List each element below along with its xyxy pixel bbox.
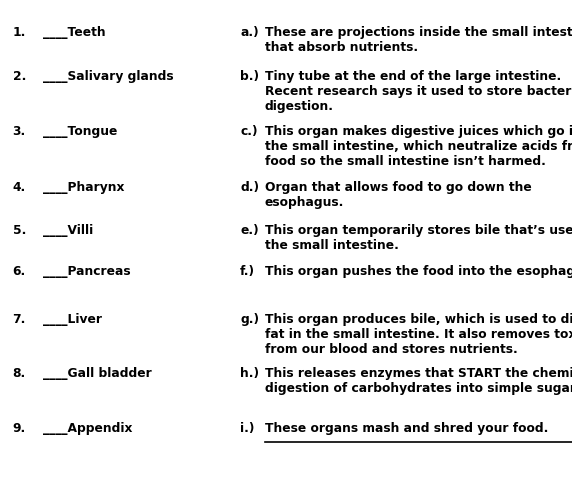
Text: This releases enzymes that START the chemical
digestion of carbohydrates into si: This releases enzymes that START the che…	[265, 367, 572, 396]
Text: ____Pancreas: ____Pancreas	[43, 265, 130, 278]
Text: ____Teeth: ____Teeth	[43, 26, 105, 39]
Text: 9.: 9.	[13, 422, 26, 435]
Text: e.): e.)	[240, 224, 259, 237]
Text: This organ makes digestive juices which go into
the small intestine, which neutr: This organ makes digestive juices which …	[265, 125, 572, 168]
Text: ____Appendix: ____Appendix	[43, 422, 132, 435]
Text: ____Villi: ____Villi	[43, 224, 93, 237]
Text: g.): g.)	[240, 313, 259, 326]
Text: 7.: 7.	[13, 313, 26, 326]
Text: h.): h.)	[240, 367, 259, 380]
Text: This organ temporarily stores bile that’s used in
the small intestine.: This organ temporarily stores bile that’…	[265, 224, 572, 252]
Text: This organ pushes the food into the esophagus.: This organ pushes the food into the esop…	[265, 265, 572, 278]
Text: b.): b.)	[240, 70, 259, 83]
Text: 1.: 1.	[13, 26, 26, 39]
Text: ____Tongue: ____Tongue	[43, 125, 117, 138]
Text: a.): a.)	[240, 26, 259, 39]
Text: f.): f.)	[240, 265, 255, 278]
Text: ____Gall bladder: ____Gall bladder	[43, 367, 152, 380]
Text: 3.: 3.	[13, 125, 26, 138]
Text: ____Liver: ____Liver	[43, 313, 102, 326]
Text: Organ that allows food to go down the
esophagus.: Organ that allows food to go down the es…	[265, 181, 531, 209]
Text: c.): c.)	[240, 125, 258, 138]
Text: This organ produces bile, which is used to digest
fat in the small intestine. It: This organ produces bile, which is used …	[265, 313, 572, 356]
Text: 5.: 5.	[13, 224, 26, 237]
Text: i.): i.)	[240, 422, 255, 435]
Text: d.): d.)	[240, 181, 259, 194]
Text: These organs mash and shred your food.: These organs mash and shred your food.	[265, 422, 548, 435]
Text: 6.: 6.	[13, 265, 26, 278]
Text: 2.: 2.	[13, 70, 26, 83]
Text: 4.: 4.	[13, 181, 26, 194]
Text: Tiny tube at the end of the large intestine.
Recent research says it used to sto: Tiny tube at the end of the large intest…	[265, 70, 572, 113]
Text: ____Salivary glands: ____Salivary glands	[43, 70, 173, 83]
Text: ____Pharynx: ____Pharynx	[43, 181, 124, 194]
Text: These are projections inside the small intestine
that absorb nutrients.: These are projections inside the small i…	[265, 26, 572, 54]
Text: 8.: 8.	[13, 367, 26, 380]
